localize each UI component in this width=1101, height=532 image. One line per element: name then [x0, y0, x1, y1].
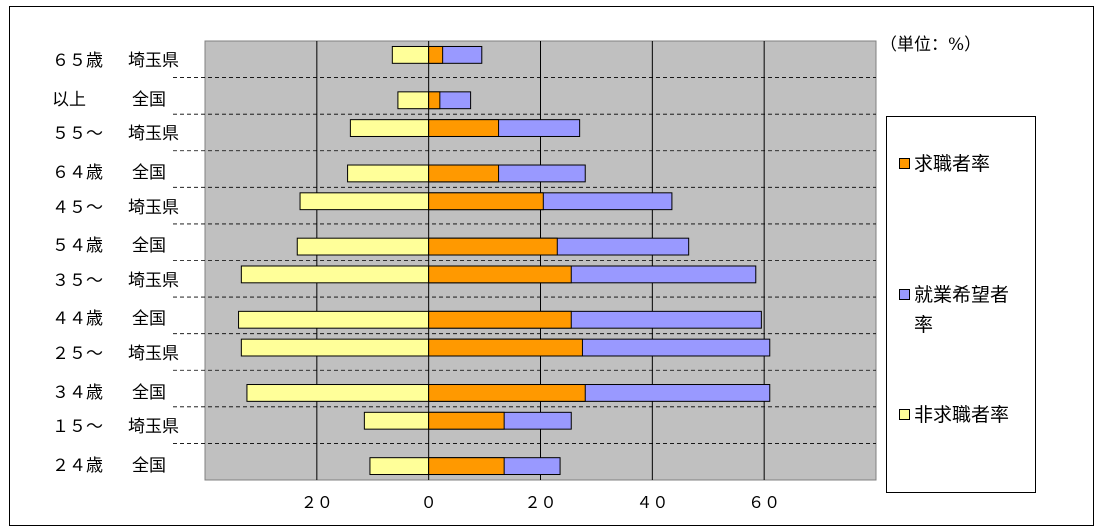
- bar-seeker-2: [428, 119, 500, 137]
- group-label-4-line2: ３４歳: [52, 382, 103, 403]
- bar-seeker-8: [428, 338, 583, 357]
- region-label-2-national: 全国: [132, 236, 166, 257]
- legend-swatch-3: [899, 409, 910, 420]
- region-label-4-saitama: 埼玉県: [128, 343, 179, 364]
- bar-seeker-1: [428, 91, 441, 110]
- region-label-3-saitama: 埼玉県: [128, 270, 179, 291]
- bar-seeker-5: [428, 237, 558, 256]
- group-label-1-line1: ５５～: [52, 124, 103, 145]
- region-label-3-national: 全国: [132, 309, 166, 330]
- group-label-3-line1: ３５～: [52, 270, 103, 291]
- group-label-3-line2: ４４歳: [52, 309, 103, 330]
- region-label-1-saitama: 埼玉県: [128, 124, 179, 145]
- bar-nonseeker-9: [246, 384, 430, 402]
- region-label-4-national: 全国: [132, 382, 166, 403]
- bar-seeker-6: [428, 265, 572, 284]
- bar-nonseeker-1: [397, 91, 430, 110]
- group-label-5-line1: １５～: [52, 417, 103, 438]
- bar-seeker-7: [428, 310, 572, 329]
- group-label-1-line2: ６４歳: [52, 163, 103, 184]
- bar-seeker-11: [428, 457, 505, 476]
- bar-nonseeker-8: [240, 338, 430, 357]
- bar-nonseeker-0: [391, 45, 430, 64]
- region-label-5-saitama: 埼玉県: [128, 417, 179, 438]
- region-label-2-saitama: 埼玉県: [128, 197, 179, 218]
- bar-seeker-3: [428, 164, 500, 183]
- bar-seeker-10: [428, 411, 505, 430]
- group-label-5-line2: ２４歳: [52, 455, 103, 476]
- legend-label-1: 求職者率: [914, 153, 991, 175]
- legend-swatch-2: [899, 289, 910, 300]
- bar-seeker-9: [428, 384, 586, 402]
- bar-seeker-4: [428, 192, 544, 211]
- bar-nonseeker-5: [296, 237, 430, 256]
- bar-nonseeker-7: [238, 310, 430, 329]
- x-tick-label-1: ０: [421, 493, 437, 512]
- bar-seeker-0: [428, 45, 444, 64]
- bar-nonseeker-10: [363, 411, 430, 430]
- legend-label-3: 非求職者率: [914, 404, 1010, 426]
- unit-note: （単位：%）: [880, 35, 982, 55]
- region-label-5-national: 全国: [132, 455, 166, 476]
- legend: 求職者率 就業希望者率 非求職者率: [886, 116, 1036, 493]
- region-label-0-saitama: 埼玉県: [128, 51, 179, 72]
- region-label-0-national: 全国: [132, 89, 166, 110]
- legend-swatch-1: [899, 158, 910, 169]
- x-tick-label-0: ２０: [301, 493, 333, 512]
- bar-nonseeker-4: [299, 192, 430, 211]
- group-label-2-line2: ５４歳: [52, 236, 103, 257]
- x-tick-label-4: ６０: [748, 493, 780, 512]
- bar-nonseeker-3: [347, 164, 430, 183]
- group-label-4-line1: ２５～: [52, 343, 103, 364]
- x-tick-label-3: ４０: [636, 493, 668, 512]
- region-label-1-national: 全国: [132, 163, 166, 184]
- legend-label-2: 就業希望者率: [914, 284, 1010, 336]
- group-label-2-line1: ４５～: [52, 197, 103, 218]
- group-label-0-line2: 以上: [52, 89, 86, 110]
- bar-nonseeker-6: [240, 265, 430, 284]
- x-tick-label-2: ２０: [524, 493, 556, 512]
- bar-nonseeker-11: [369, 457, 430, 476]
- bar-nonseeker-2: [349, 119, 430, 137]
- group-label-0-line1: ６５歳: [52, 51, 103, 72]
